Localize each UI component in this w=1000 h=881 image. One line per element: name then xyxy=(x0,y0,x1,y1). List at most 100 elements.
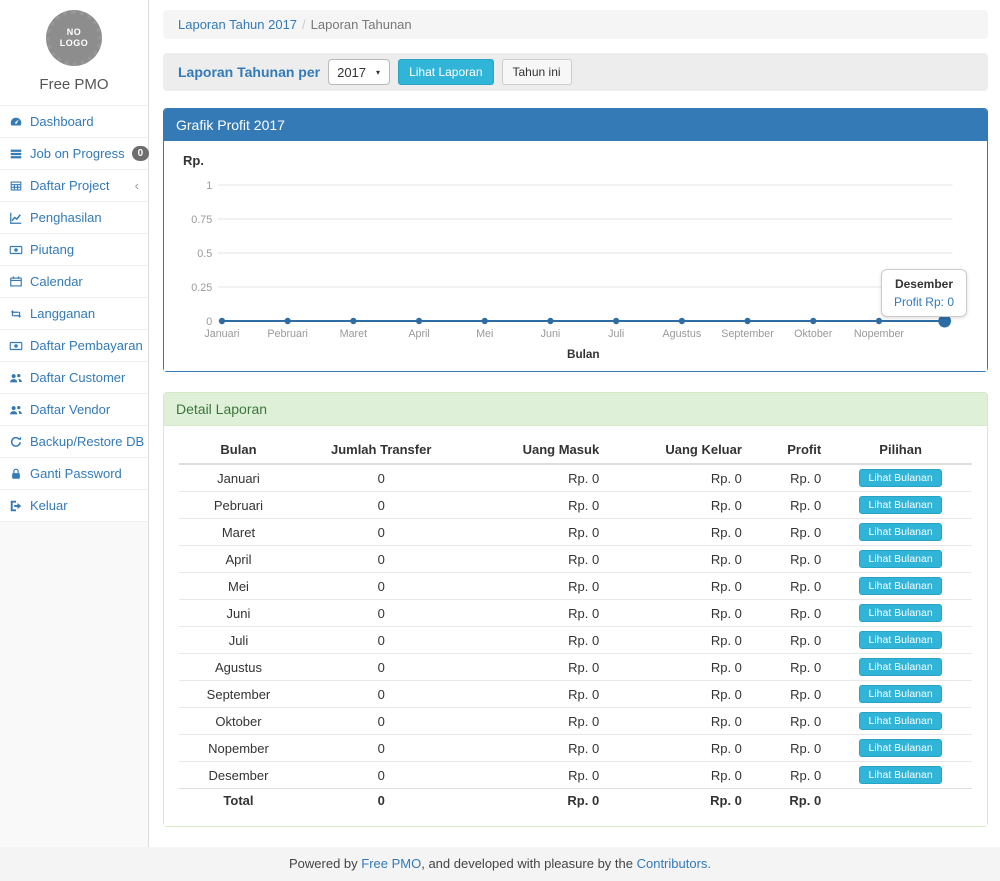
table-row: Juli0Rp. 0Rp. 0Rp. 0Lihat Bulanan xyxy=(179,627,972,654)
lihat-bulanan-button[interactable]: Lihat Bulanan xyxy=(859,685,941,703)
x-tick-label: Mei xyxy=(476,328,493,340)
sidebar-item-label: Daftar Pembayaran xyxy=(30,338,143,353)
sidebar-item-dashboard[interactable]: Dashboard xyxy=(0,105,148,137)
data-point[interactable] xyxy=(285,318,291,324)
page-footer: Powered by Free PMO, and developed with … xyxy=(0,847,1000,881)
table-cell: April xyxy=(179,546,298,573)
no-logo-badge: NO LOGO xyxy=(46,10,102,66)
detail-laporan-panel: Detail Laporan BulanJumlah TransferUang … xyxy=(163,392,988,827)
year-select[interactable]: 2017 ▾ xyxy=(328,59,390,85)
table-row: Nopember0Rp. 0Rp. 0Rp. 0Lihat Bulanan xyxy=(179,735,972,762)
table-cell: Rp. 0 xyxy=(607,600,750,627)
sidebar-item-label: Daftar Vendor xyxy=(30,402,110,417)
column-header: Pilihan xyxy=(829,436,972,464)
table-cell: Maret xyxy=(179,519,298,546)
y-tick-label: 0 xyxy=(206,316,212,328)
count-badge: 0 xyxy=(132,146,150,161)
table-cell-action: Lihat Bulanan xyxy=(829,546,972,573)
tahun-ini-button[interactable]: Tahun ini xyxy=(502,59,572,85)
profit-line-chart: 10.750.50.250JanuariPebruariMaretAprilMe… xyxy=(179,173,972,363)
data-point[interactable] xyxy=(810,318,816,324)
table-cell-action: Lihat Bulanan xyxy=(829,600,972,627)
table-cell: Rp. 0 xyxy=(607,492,750,519)
lihat-bulanan-button[interactable]: Lihat Bulanan xyxy=(859,577,941,595)
table-row: Juni0Rp. 0Rp. 0Rp. 0Lihat Bulanan xyxy=(179,600,972,627)
table-cell: Rp. 0 xyxy=(607,546,750,573)
x-axis-label: Bulan xyxy=(567,347,600,361)
tooltip-value: Profit Rp: 0 xyxy=(894,293,954,311)
breadcrumb-link[interactable]: Laporan Tahun 2017 xyxy=(178,17,297,32)
sidebar-item-daftar-pembayaran[interactable]: Daftar Pembayaran xyxy=(0,329,148,361)
table-cell: 0 xyxy=(298,573,465,600)
sidebar-item-label: Daftar Customer xyxy=(30,370,125,385)
table-cell: Rp. 0 xyxy=(464,492,607,519)
lihat-bulanan-button[interactable]: Lihat Bulanan xyxy=(859,739,941,757)
table-cell: Rp. 0 xyxy=(607,789,750,813)
table-cell: Rp. 0 xyxy=(464,735,607,762)
x-tick-label: Oktober xyxy=(794,328,833,340)
data-point[interactable] xyxy=(744,318,750,324)
sidebar-item-label: Piutang xyxy=(30,242,74,257)
data-point[interactable] xyxy=(219,318,225,324)
users-icon xyxy=(9,403,23,417)
free-pmo-link[interactable]: Free PMO xyxy=(361,856,421,871)
sidebar-item-daftar-project[interactable]: Daftar Project‹ xyxy=(0,169,148,201)
lihat-bulanan-button[interactable]: Lihat Bulanan xyxy=(859,766,941,784)
data-point[interactable] xyxy=(416,318,422,324)
sidebar-item-keluar[interactable]: Keluar xyxy=(0,489,148,522)
lihat-bulanan-button[interactable]: Lihat Bulanan xyxy=(859,712,941,730)
lihat-laporan-button[interactable]: Lihat Laporan xyxy=(398,59,493,85)
table-cell: Rp. 0 xyxy=(750,600,829,627)
table-row: Agustus0Rp. 0Rp. 0Rp. 0Lihat Bulanan xyxy=(179,654,972,681)
lihat-bulanan-button[interactable]: Lihat Bulanan xyxy=(859,523,941,541)
table-cell: Nopember xyxy=(179,735,298,762)
brand-block: NO LOGO Free PMO xyxy=(0,0,148,105)
sidebar-item-job-on-progress[interactable]: Job on Progress0 xyxy=(0,137,148,169)
lihat-bulanan-button[interactable]: Lihat Bulanan xyxy=(859,469,941,487)
data-point[interactable] xyxy=(547,318,553,324)
lihat-bulanan-button[interactable]: Lihat Bulanan xyxy=(859,631,941,649)
x-tick-label: Januari xyxy=(204,328,239,340)
chart-body: Rp. 10.750.50.250JanuariPebruariMaretApr… xyxy=(164,141,987,371)
data-point[interactable] xyxy=(482,318,488,324)
tooltip-title: Desember xyxy=(894,275,954,293)
table-cell: 0 xyxy=(298,789,465,813)
table-cell: Rp. 0 xyxy=(464,519,607,546)
main-content: Laporan Tahun 2017/Laporan Tahunan Lapor… xyxy=(149,0,1000,847)
sidebar-item-penghasilan[interactable]: Penghasilan xyxy=(0,201,148,233)
sidebar-item-ganti-password[interactable]: Ganti Password xyxy=(0,457,148,489)
page-layout: NO LOGO Free PMO DashboardJob on Progres… xyxy=(0,0,1000,847)
table-cell: Desember xyxy=(179,762,298,789)
sidebar-item-calendar[interactable]: Calendar xyxy=(0,265,148,297)
table-cell-action xyxy=(829,789,972,813)
sidebar-item-backup-restore-db[interactable]: Backup/Restore DB xyxy=(0,425,148,457)
table-cell: Rp. 0 xyxy=(464,600,607,627)
table-cell: 0 xyxy=(298,627,465,654)
table-cell: 0 xyxy=(298,762,465,789)
tasks-icon xyxy=(9,147,23,161)
table-cell: 0 xyxy=(298,519,465,546)
table-cell: Rp. 0 xyxy=(607,627,750,654)
sidebar-item-daftar-customer[interactable]: Daftar Customer xyxy=(0,361,148,393)
sidebar-item-daftar-vendor[interactable]: Daftar Vendor xyxy=(0,393,148,425)
table-icon xyxy=(9,179,23,193)
sidebar-menu: DashboardJob on Progress0Daftar Project‹… xyxy=(0,105,148,522)
table-cell: Rp. 0 xyxy=(607,762,750,789)
data-point[interactable] xyxy=(876,318,882,324)
contributors-link[interactable]: Contributors. xyxy=(637,856,711,871)
sidebar-item-langganan[interactable]: Langganan xyxy=(0,297,148,329)
dashboard-icon xyxy=(9,115,23,129)
table-cell-action: Lihat Bulanan xyxy=(829,573,972,600)
table-row: Januari0Rp. 0Rp. 0Rp. 0Lihat Bulanan xyxy=(179,464,972,492)
table-cell: 0 xyxy=(298,600,465,627)
data-point[interactable] xyxy=(350,318,356,324)
lihat-bulanan-button[interactable]: Lihat Bulanan xyxy=(859,604,941,622)
lihat-bulanan-button[interactable]: Lihat Bulanan xyxy=(859,550,941,568)
table-cell: Rp. 0 xyxy=(750,546,829,573)
sidebar-item-piutang[interactable]: Piutang xyxy=(0,233,148,265)
table-row: Maret0Rp. 0Rp. 0Rp. 0Lihat Bulanan xyxy=(179,519,972,546)
data-point[interactable] xyxy=(679,318,685,324)
lihat-bulanan-button[interactable]: Lihat Bulanan xyxy=(859,658,941,676)
data-point[interactable] xyxy=(613,318,619,324)
lihat-bulanan-button[interactable]: Lihat Bulanan xyxy=(859,496,941,514)
